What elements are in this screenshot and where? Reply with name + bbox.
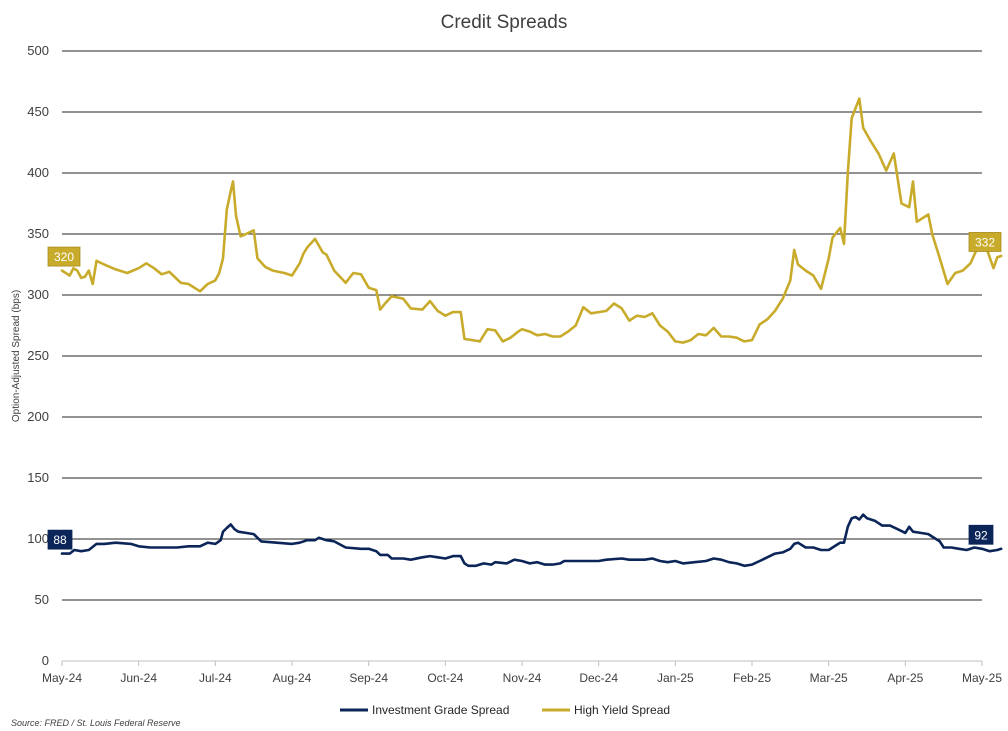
x-tick-label: Jun-24: [120, 671, 157, 685]
x-tick-label: May-24: [42, 671, 82, 685]
value-badges: 88 92 320 332: [47, 232, 1002, 550]
badge-label: 92: [974, 528, 988, 542]
chart-title: Credit Spreads: [441, 12, 568, 33]
y-tick-label: 300: [27, 287, 49, 302]
ig-start-value-badge: 88: [47, 529, 73, 550]
x-tick-labels: May-24 Jun-24 Jul-24 Aug-24 Sep-24 Oct-24 Nov-…: [42, 661, 1002, 685]
badge-label: 332: [975, 235, 995, 249]
badge-box: [47, 529, 73, 550]
legend: Investment Grade Spread High Yield Spread: [340, 703, 670, 717]
badge-box: [968, 524, 994, 545]
investment-grade-spreadline: [60, 513, 1003, 568]
y-tick-label: 0: [42, 653, 49, 668]
ig-end-value-badge: 92: [968, 524, 994, 545]
series-lines: [60, 97, 1003, 568]
y-tick-label: 200: [27, 409, 49, 424]
y-tick-label: 150: [27, 470, 49, 485]
legend-item-high-yield: High Yield Spread: [542, 703, 670, 717]
x-tick-label: Nov-24: [503, 671, 542, 685]
x-tick-label: Jan-25: [657, 671, 694, 685]
badge-box: [47, 246, 81, 267]
y-tick-label: 450: [27, 104, 49, 119]
y-tick-labels: 0 50 100 150 200 250 300 350 400 450 500: [27, 43, 49, 668]
y-tick-label: 250: [27, 348, 49, 363]
x-tick-label: Dec-24: [579, 671, 618, 685]
x-tick-label: Jul-24: [199, 671, 232, 685]
y-tick-label: 100: [27, 531, 49, 546]
x-tick-label: May-25: [962, 671, 1002, 685]
x-tick-label: Feb-25: [733, 671, 771, 685]
x-tick-label: Sep-24: [349, 671, 388, 685]
x-tick-label: Apr-25: [887, 671, 923, 685]
legend-label: Investment Grade Spread: [372, 703, 509, 717]
y-axis-label: Option-Adjusted Spread (bps): [11, 290, 22, 422]
x-tick-label: Aug-24: [273, 671, 312, 685]
y-tick-label: 350: [27, 226, 49, 241]
hy-end-value-badge: 332: [968, 232, 1002, 252]
high-yield-spreadline: [60, 97, 1003, 344]
badge-box: [968, 232, 1002, 252]
x-tick-label: Mar-25: [810, 671, 848, 685]
legend-item-investment-grade: Investment Grade Spread: [340, 703, 509, 717]
y-tick-label: 500: [27, 43, 49, 58]
y-tick-label: 50: [35, 592, 49, 607]
x-tick-label: Oct-24: [427, 671, 463, 685]
badge-label: 88: [53, 533, 67, 547]
badge-label: 320: [54, 250, 74, 264]
legend-label: High Yield Spread: [574, 703, 670, 717]
hy-start-value-badge: 320: [47, 246, 81, 267]
gridlines: [62, 50, 982, 662]
y-tick-label: 400: [27, 165, 49, 180]
source-note: Source: FRED / St. Louis Federal Reserve: [11, 718, 181, 728]
